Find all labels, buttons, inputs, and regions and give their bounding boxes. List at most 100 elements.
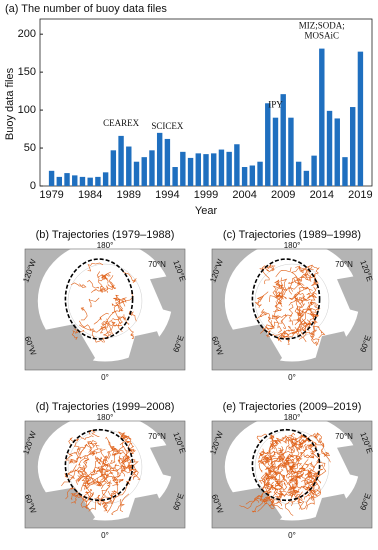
trajectory bbox=[275, 490, 287, 499]
trajectory bbox=[288, 303, 294, 326]
ice-edge bbox=[64, 428, 134, 502]
trajectory bbox=[92, 474, 103, 487]
bar bbox=[203, 154, 209, 186]
trajectory bbox=[264, 316, 275, 331]
trajectory bbox=[310, 331, 319, 345]
trajectory bbox=[303, 468, 316, 478]
trajectory bbox=[86, 440, 98, 448]
trajectory bbox=[309, 477, 317, 488]
trajectory bbox=[112, 484, 119, 494]
trajectory bbox=[290, 488, 299, 498]
trajectory bbox=[111, 498, 121, 515]
trajectory bbox=[104, 281, 115, 290]
trajectory bbox=[127, 443, 137, 455]
y-tick-label: 200 bbox=[18, 28, 36, 40]
trajectory bbox=[321, 449, 328, 457]
trajectory bbox=[74, 441, 81, 454]
trajectory bbox=[264, 472, 280, 484]
trajectory bbox=[116, 450, 128, 471]
trajectory bbox=[298, 270, 309, 283]
trajectory bbox=[289, 445, 304, 462]
map-label: 70°N bbox=[335, 260, 353, 269]
trajectory bbox=[101, 320, 112, 333]
trajectory bbox=[97, 274, 110, 280]
bar bbox=[87, 177, 93, 186]
x-axis-label: Year bbox=[195, 205, 218, 217]
trajectory bbox=[278, 283, 286, 301]
bar bbox=[172, 167, 178, 186]
trajectory bbox=[267, 482, 279, 493]
bar bbox=[149, 150, 155, 186]
trajectory bbox=[308, 443, 315, 453]
bar bbox=[72, 175, 78, 186]
bar bbox=[280, 94, 286, 186]
trajectory bbox=[87, 279, 100, 289]
trajectory bbox=[85, 474, 97, 485]
trajectory bbox=[280, 474, 286, 482]
trajectory bbox=[294, 489, 300, 498]
trajectory bbox=[295, 297, 311, 303]
x-tick-label: 2014 bbox=[310, 189, 334, 201]
annotation: MIZ;SODA; bbox=[299, 21, 345, 31]
bar bbox=[56, 176, 63, 186]
canada bbox=[25, 487, 95, 528]
map-label: 0° bbox=[288, 373, 296, 382]
map bbox=[25, 249, 185, 370]
trajectory bbox=[262, 455, 268, 464]
trajectory bbox=[316, 453, 326, 467]
map-frame bbox=[211, 248, 373, 371]
bar bbox=[102, 172, 109, 186]
trajectory bbox=[87, 492, 94, 501]
trajectory bbox=[316, 464, 327, 484]
bar bbox=[110, 150, 117, 186]
trajectory bbox=[273, 493, 282, 508]
bar bbox=[349, 107, 356, 186]
trajectory bbox=[290, 266, 301, 286]
siberia bbox=[150, 273, 185, 316]
trajectory bbox=[288, 292, 300, 306]
trajectory bbox=[308, 442, 322, 449]
trajectory bbox=[309, 301, 316, 307]
trajectory bbox=[95, 469, 106, 481]
trajectory bbox=[127, 436, 135, 449]
trajectory bbox=[285, 458, 295, 465]
trajectory bbox=[293, 476, 302, 489]
trajectory bbox=[299, 485, 309, 490]
trajectory bbox=[293, 278, 305, 295]
trajectory bbox=[316, 433, 323, 443]
trajectory bbox=[98, 494, 114, 507]
bar bbox=[265, 103, 271, 186]
trajectory bbox=[301, 318, 308, 343]
bar bbox=[319, 48, 325, 186]
bar bbox=[95, 176, 101, 186]
trajectory bbox=[262, 441, 275, 454]
trajectory bbox=[295, 468, 306, 488]
trajectory bbox=[263, 265, 276, 272]
annotation: SCICEX bbox=[151, 121, 184, 131]
map-title: (b) Trajectories (1979–1988) bbox=[36, 229, 175, 241]
greenland bbox=[125, 493, 165, 528]
map bbox=[25, 421, 185, 528]
bar bbox=[272, 117, 279, 186]
trajectory bbox=[271, 315, 282, 334]
map-title: (e) Trajectories (2009–2019) bbox=[223, 401, 362, 413]
trajectory bbox=[269, 465, 280, 473]
trajectory bbox=[298, 471, 304, 478]
trajectory bbox=[96, 271, 103, 291]
trajectory bbox=[278, 444, 290, 462]
trajectory bbox=[80, 307, 88, 321]
map-label: 180° bbox=[97, 413, 114, 422]
trajectory bbox=[99, 285, 106, 293]
trajectory bbox=[299, 439, 304, 450]
bar bbox=[64, 173, 70, 186]
trajectory bbox=[96, 481, 103, 487]
x-tick-label: 1979 bbox=[39, 189, 63, 201]
trajectory bbox=[270, 463, 278, 480]
bar bbox=[326, 110, 333, 186]
trajectory bbox=[269, 290, 281, 303]
trajectory bbox=[109, 463, 119, 472]
trajectory bbox=[321, 444, 331, 463]
siberia bbox=[337, 273, 372, 316]
trajectory bbox=[299, 465, 306, 473]
